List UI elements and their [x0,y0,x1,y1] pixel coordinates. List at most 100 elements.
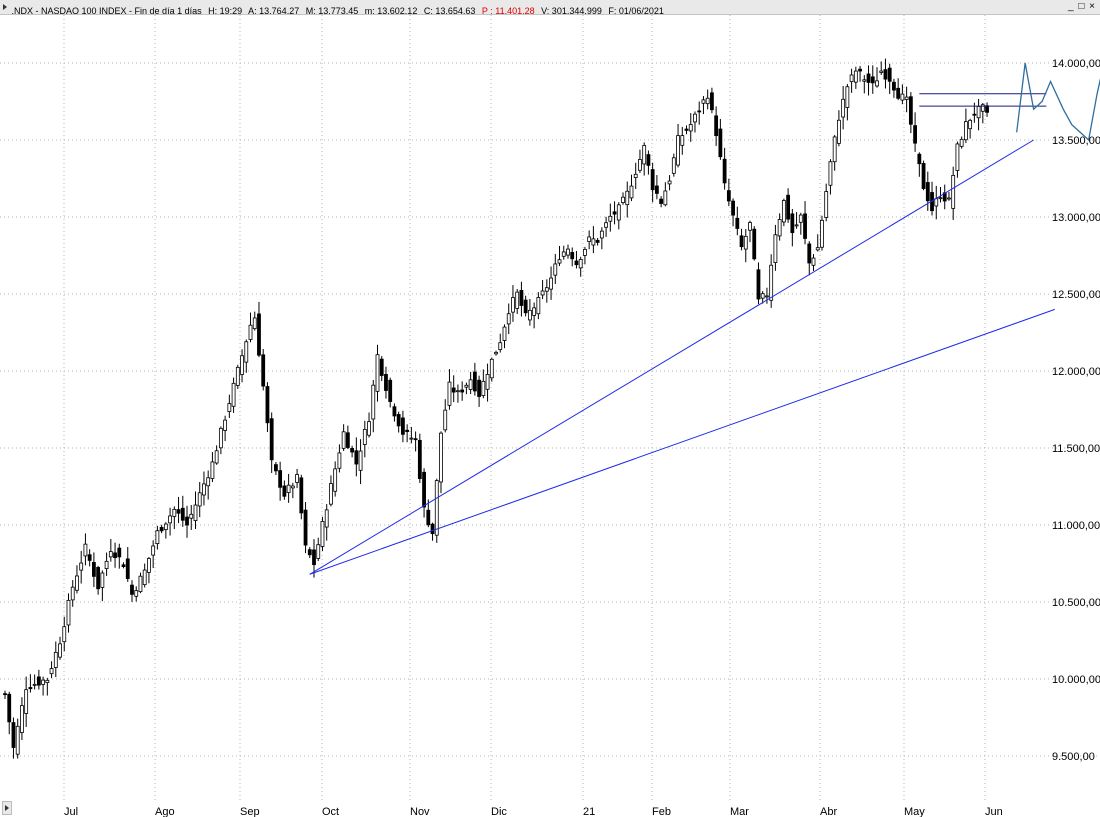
candle-body [693,113,697,123]
candle-body [434,480,439,536]
candle-body [540,290,545,296]
candle-body [925,182,930,202]
open-readout: A: 13.764,27 [248,6,300,15]
candle-body [20,705,24,733]
date-readout: F: 01/06/2021 [608,6,664,15]
candle-body [83,543,88,557]
candle-body [210,461,215,479]
candle-body [790,213,795,234]
candle-body [7,693,12,723]
candle-body [66,599,71,626]
candle-body [388,379,393,402]
expand-triangle-icon[interactable] [0,0,9,14]
candle-body [481,380,486,396]
candle-body [515,291,520,309]
candle-body [612,211,617,215]
candle-body [963,121,968,141]
candle-body [316,544,321,559]
candle-body [591,238,596,246]
candle-body [100,572,105,588]
candle-body [879,70,884,73]
candle-body [595,239,600,243]
y-tick-label: 12.000,00 [1052,366,1100,378]
candle-body [180,507,185,521]
candle-body [866,73,871,83]
candle-body [396,414,401,427]
candle-body [113,552,117,559]
candle-body [566,248,570,256]
x-tick-label: Jul [64,806,78,817]
candle-body [972,113,977,116]
candle-body [680,135,685,146]
candle-body [807,243,812,264]
candle-body [646,154,651,166]
candle-body [324,509,329,528]
candle-body [557,259,562,264]
candle-body [159,527,164,532]
candle-body [138,575,143,593]
projection-path [1016,62,1100,142]
candle-body [731,200,735,216]
candle-body [231,382,236,407]
candle-body [176,509,181,514]
candle-body [845,86,850,108]
candle-body [384,373,388,391]
candle-body [409,437,414,440]
candle-body [752,228,757,260]
candle-body [464,384,469,388]
candle-body [371,384,376,420]
y-tick-label: 11.500,00 [1052,443,1100,455]
y-tick-label: 10.500,00 [1052,597,1100,609]
candle-body [934,198,939,207]
candle-body [824,191,829,218]
candle-body [299,477,304,514]
candle-body [904,96,909,100]
x-tick-label: Jun [985,806,1003,817]
candle-body [667,180,672,185]
candle-body [858,68,862,72]
candle-body [841,98,846,118]
candle-body [206,477,211,487]
candle-body [49,668,54,675]
candle-body [350,448,355,453]
candle-body [769,264,774,301]
candle-body [422,471,426,508]
candle-body [244,341,249,363]
candle-body [832,136,837,163]
candle-body [130,584,134,595]
candle-body [917,153,922,165]
candle-body [11,722,16,748]
candle-body [921,163,926,189]
candle-body [650,169,655,191]
candle-body [523,299,528,314]
candle-body [544,287,549,292]
candle-body [117,547,122,558]
volume-readout: V: 301.344.999 [541,6,602,15]
candle-body [714,115,719,137]
candle-body [875,80,879,87]
candle-body [710,92,714,111]
candle-body [477,379,481,397]
candle-body [798,214,803,223]
scroll-left-icon[interactable] [2,801,12,815]
candle-body [223,419,228,431]
candle-body [379,358,384,376]
candle-body [172,508,177,517]
candle-body [290,485,295,489]
candle-body [257,313,261,356]
candle-body [629,185,634,199]
candle-body [820,219,824,248]
candle-body [265,386,270,424]
candle-body [883,69,888,80]
candle-body [439,432,443,483]
price-chart[interactable]: 9.500,00 10.000,00 10.500,00 11.000,00 11.50… [0,15,1100,817]
x-axis-labels: Jul Ago Sep Oct Nov Dic 21 Feb Mar Abr May Jun [64,806,1003,817]
candle-body [570,252,575,260]
candle-body [261,354,266,387]
candle-body [75,575,79,591]
min-readout: m: 13.602,12 [364,6,418,15]
y-tick-label: 12.500,00 [1052,289,1100,301]
window-controls[interactable]: _ □ × [1068,1,1096,12]
candle-body [718,128,723,158]
candle-body [413,438,418,441]
